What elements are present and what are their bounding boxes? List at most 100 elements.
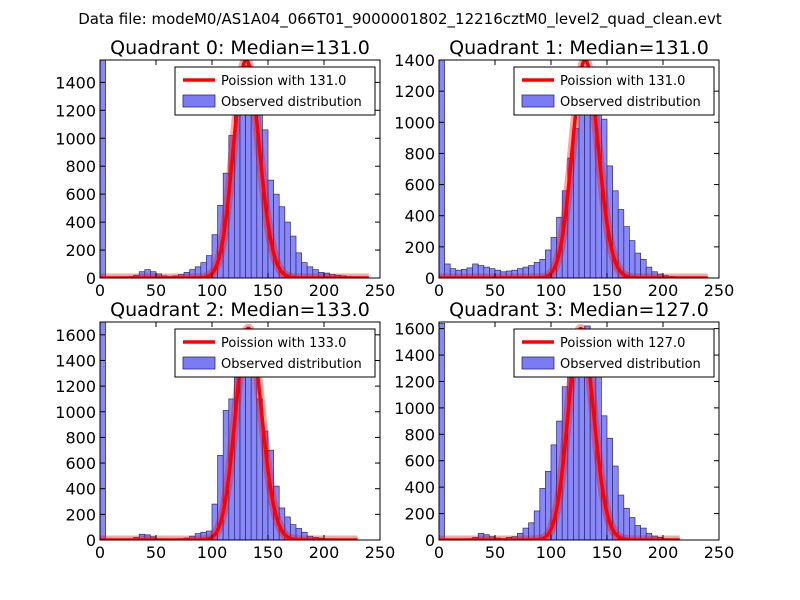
x-tick-label: 200 <box>648 281 679 300</box>
legend-hist-label: Observed distribution <box>560 357 701 372</box>
panel-title: Quadrant 0: Median=131.0 <box>110 37 370 59</box>
y-tick-label: 800 <box>404 144 435 163</box>
y-tick-label: 600 <box>404 452 435 471</box>
axes-frame <box>99 321 381 541</box>
histogram-bar <box>100 60 106 278</box>
x-tick-label: 200 <box>309 281 340 300</box>
y-tick-label: 1000 <box>55 129 96 148</box>
histogram-bar <box>578 93 585 278</box>
x-tick-label: 100 <box>197 281 228 300</box>
poisson-fit-line <box>100 60 370 278</box>
x-tick-label: 0 <box>434 543 444 562</box>
y-tick-label: 600 <box>65 454 96 473</box>
legend-hist-label: Observed distribution <box>221 357 362 372</box>
x-tick-label: 150 <box>253 281 284 300</box>
y-tick-label: 400 <box>404 207 435 226</box>
x-tick-label: 50 <box>146 281 166 300</box>
x-tick-label: 50 <box>485 281 505 300</box>
y-tick-label: 1400 <box>394 346 435 365</box>
legend: Poission with 131.0 Observed distribution <box>174 66 376 116</box>
chart-panel-0: 0 50 100 150 200 250 0 200 400 600 800 1000 1200 1400… <box>55 37 395 300</box>
legend-hist-swatch <box>521 94 555 108</box>
legend-fit-label: Poission with 131.0 <box>221 74 346 89</box>
y-tick-label: 0 <box>86 269 96 288</box>
histogram-bar <box>290 235 297 278</box>
x-tick-label: 250 <box>704 281 735 300</box>
figure-title: Data file: modeM0/AS1A04_066T01_90000018… <box>78 10 722 29</box>
histogram-bar <box>439 60 445 278</box>
y-tick-label: 1600 <box>55 326 96 345</box>
y-tick-label: 1200 <box>55 101 96 120</box>
legend-fit-label: Poission with 131.0 <box>560 74 685 89</box>
axes-frame <box>99 59 381 279</box>
x-tick-label: 250 <box>365 543 396 562</box>
x-tick-label: 200 <box>309 543 340 562</box>
x-tick-label: 0 <box>95 281 105 300</box>
chart-panel-2: 0 50 100 150 200 250 0 200 400 600 800 1000 1200 1400… <box>55 299 395 562</box>
y-tick-label: 600 <box>65 185 96 204</box>
y-tick-label: 1400 <box>394 51 435 70</box>
panel-title: Quadrant 2: Median=133.0 <box>110 299 370 321</box>
x-tick-label: 0 <box>95 543 105 562</box>
poisson-fit-line <box>439 60 709 278</box>
y-tick-label: 400 <box>65 213 96 232</box>
x-tick-label: 50 <box>485 543 505 562</box>
x-tick-label: 250 <box>704 543 735 562</box>
y-tick-label: 0 <box>425 269 435 288</box>
x-tick-label: 150 <box>592 543 623 562</box>
poisson-fit-line <box>100 326 359 540</box>
legend-fit-label: Poission with 127.0 <box>560 336 685 351</box>
axes-frame <box>438 321 720 541</box>
legend-hist-label: Observed distribution <box>221 95 362 110</box>
chart-panel-1: 0 50 100 150 200 250 0 200 400 600 800 1000 1200 1400… <box>394 37 734 300</box>
y-tick-label: 800 <box>65 157 96 176</box>
y-tick-label: 800 <box>404 425 435 444</box>
y-tick-label: 200 <box>404 505 435 524</box>
panel-title: Quadrant 3: Median=127.0 <box>449 299 709 321</box>
x-tick-label: 250 <box>365 281 396 300</box>
y-tick-label: 1400 <box>55 351 96 370</box>
panels: 0 50 100 150 200 2500200400600800100012001400… <box>55 37 734 562</box>
x-tick-label: 50 <box>146 543 166 562</box>
legend-hist-label: Observed distribution <box>560 95 701 110</box>
legend-hist-swatch <box>182 94 216 108</box>
x-tick-label: 100 <box>197 543 228 562</box>
legend: Poission with 127.0 Observed distribution <box>513 328 715 378</box>
y-tick-label: 1200 <box>55 377 96 396</box>
histogram-bar <box>629 240 636 278</box>
x-tick-label: 100 <box>536 281 567 300</box>
x-tick-label: 150 <box>592 281 623 300</box>
y-tick-label: 600 <box>404 176 435 195</box>
y-tick-label: 200 <box>65 241 96 260</box>
y-tick-label: 1200 <box>394 372 435 391</box>
x-tick-label: 100 <box>536 543 567 562</box>
panel-title: Quadrant 1: Median=131.0 <box>449 37 709 59</box>
y-tick-label: 1400 <box>55 73 96 92</box>
legend-hist-swatch <box>182 356 216 370</box>
y-tick-label: 1000 <box>394 399 435 418</box>
y-tick-label: 1600 <box>394 320 435 339</box>
y-tick-label: 0 <box>425 531 435 550</box>
y-tick-label: 400 <box>65 480 96 499</box>
y-tick-label: 800 <box>65 428 96 447</box>
legend: Poission with 131.0 Observed distribution <box>513 66 715 116</box>
y-tick-label: 1000 <box>55 403 96 422</box>
y-tick-label: 0 <box>86 531 96 550</box>
y-tick-label: 1200 <box>394 82 435 101</box>
x-tick-label: 200 <box>648 543 679 562</box>
legend-fit-label: Poission with 133.0 <box>221 336 346 351</box>
y-tick-label: 1000 <box>394 113 435 132</box>
y-tick-label: 200 <box>65 505 96 524</box>
x-tick-label: 150 <box>253 543 284 562</box>
data-layer <box>100 322 361 540</box>
axes-frame <box>438 59 720 279</box>
histogram-bar <box>439 322 445 540</box>
x-tick-label: 0 <box>434 281 444 300</box>
y-tick-label: 400 <box>404 478 435 497</box>
legend: Poission with 133.0 Observed distribution <box>174 328 376 378</box>
chart-panel-3: 0 50 100 150 200 250 0 200 400 600 800 1000 1200 1400… <box>394 299 734 562</box>
legend-hist-swatch <box>521 356 555 370</box>
y-tick-label: 200 <box>404 238 435 257</box>
histogram-bar <box>100 322 106 540</box>
